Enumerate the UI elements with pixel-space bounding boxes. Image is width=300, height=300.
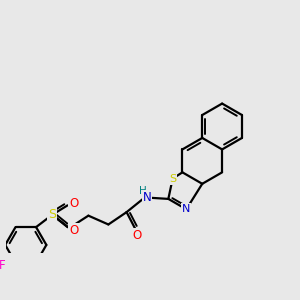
Text: N: N <box>143 191 152 204</box>
Text: N: N <box>182 204 190 214</box>
Text: S: S <box>48 208 56 221</box>
Text: O: O <box>132 229 142 242</box>
Text: O: O <box>69 224 79 237</box>
Text: F: F <box>0 259 6 272</box>
Text: O: O <box>69 196 79 209</box>
Text: H: H <box>139 186 147 196</box>
Text: S: S <box>169 174 176 184</box>
